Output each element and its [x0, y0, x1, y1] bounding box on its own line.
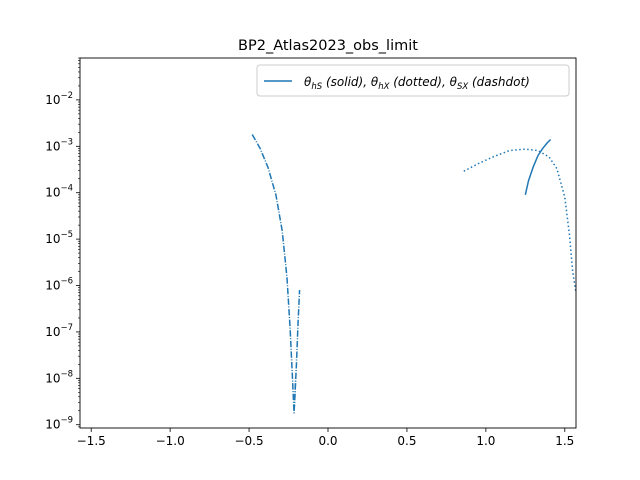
- legend-box: [256, 64, 570, 97]
- y-tick-label: 10−5: [45, 230, 73, 246]
- y-tick-label: 10−7: [45, 323, 73, 339]
- x-axis: −1.5 −1.0 −0.5 0.0 0.5 1.0 1.5: [77, 428, 574, 448]
- x-tick-label: 1.0: [476, 434, 495, 448]
- y-tick-label: 10−3: [45, 137, 73, 153]
- chart-title: BP2_Atlas2023_obs_limit: [238, 38, 418, 54]
- y-tick-label: 10−4: [45, 184, 73, 200]
- series-line-solid-0: [524, 138, 552, 195]
- plot-area: [80, 58, 576, 428]
- y-tick-label: 10−9: [45, 416, 73, 432]
- x-tick-label: 1.5: [555, 434, 574, 448]
- series-layer: [251, 134, 577, 414]
- series-line-dotted-1: [463, 148, 577, 293]
- y-tick-label: 10−2: [45, 91, 73, 107]
- x-tick-label: −1.5: [77, 434, 106, 448]
- x-tick-label: −0.5: [234, 434, 263, 448]
- legend-label: θhS (solid), θhX (dotted), θSX (dashdot): [304, 75, 530, 92]
- x-tick-label: 0.0: [318, 434, 337, 448]
- legend: θhS (solid), θhX (dotted), θSX (dashdot): [256, 64, 570, 97]
- y-tick-label: 10−6: [45, 277, 73, 293]
- series-line-dashdot-2: [251, 134, 301, 414]
- x-tick-label: 0.5: [397, 434, 416, 448]
- x-tick-label: −1.0: [156, 434, 185, 448]
- series-line-dashdot-3: [293, 378, 297, 411]
- y-tick-label: 10−8: [45, 369, 73, 385]
- y-axis: 10−9 10−8 10−7 10−6 10−5 10−4 10−3 10−2: [45, 57, 80, 432]
